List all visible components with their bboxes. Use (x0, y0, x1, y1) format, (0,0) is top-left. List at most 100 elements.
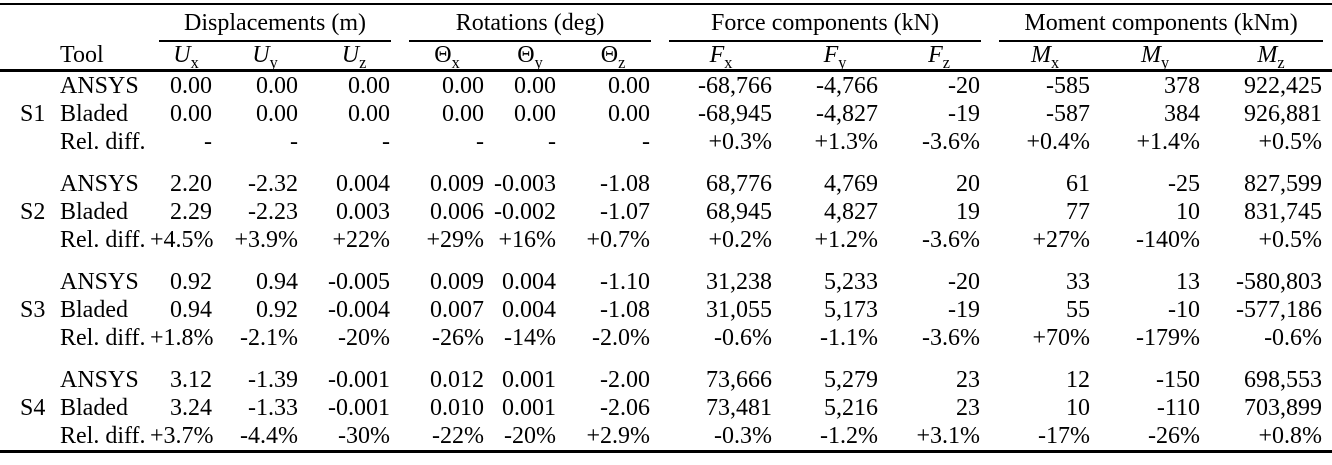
col-header-u-x: Ux (150, 42, 222, 72)
value-cell: -68,766 (698, 73, 773, 99)
symbol-subscript: z (942, 52, 950, 72)
tool-cell: ANSYS (60, 171, 139, 197)
group-header-cell-force-components: Force components (kN) (660, 4, 990, 42)
value-cell: +70% (1032, 325, 1091, 351)
value-cell: 23 (956, 395, 981, 421)
symbol-base: Θ (517, 42, 535, 68)
value-cell: +0.2% (708, 227, 773, 253)
value-cell: 3.12 (170, 367, 212, 393)
value-cell: +0.5% (1258, 129, 1323, 155)
value-cell: -2.0% (592, 325, 651, 351)
symbol-subscript: x (724, 52, 733, 72)
value-cell: 0.00 (608, 73, 651, 99)
value-cell: -3.6% (922, 227, 981, 253)
value-cell: 0.00 (170, 101, 212, 127)
value-cell: 31,055 (706, 297, 773, 323)
symbol-base: U (252, 42, 270, 68)
col-header-theta-y: Θy (494, 42, 567, 72)
value-cell: 0.92 (256, 297, 298, 323)
value-cell: 33 (1066, 269, 1091, 295)
group-header-label: Displacements (m) (184, 10, 366, 36)
value-cell: 68,776 (706, 171, 773, 197)
symbol-subscript: y (534, 52, 543, 72)
symbol-base: F (928, 42, 943, 68)
value-cell: 831,745 (1244, 199, 1323, 225)
value-cell: 0.00 (256, 73, 298, 99)
value-cell: 4,827 (824, 199, 879, 225)
tool-cell: Rel. diff. (60, 227, 146, 253)
value-cell: 77 (1066, 199, 1091, 225)
section-label-empty (0, 170, 50, 198)
table-body: ANSYS 0.00 0.00 0.00 0.00 0.00 0.00 -68,766 -4,7… (0, 71, 1332, 452)
value-cell: 926,881 (1244, 101, 1323, 127)
table-container: Displacements (m) Rotations (deg) Force co… (0, 3, 1332, 453)
value-cell: +0.7% (586, 227, 651, 253)
col-header-theta-x: Θx (400, 42, 495, 72)
row-s3-ansys: ANSYS 0.92 0.94 -0.005 0.009 0.004 -1.10 31,238… (0, 268, 1332, 296)
value-cell: 5,173 (824, 297, 879, 323)
value-cell: -0.005 (328, 269, 391, 295)
value-cell: +0.8% (1258, 423, 1323, 449)
value-cell: 5,216 (824, 395, 879, 421)
value-cell: -1.2% (820, 423, 879, 449)
value-cell: +27% (1032, 227, 1091, 253)
value-cell: 0.009 (430, 269, 485, 295)
tool-cell: ANSYS (60, 269, 139, 295)
value-cell: +1.8% (150, 325, 214, 351)
symbol-base: M (1140, 42, 1161, 68)
row-s4-ansys: ANSYS 3.12 -1.39 -0.001 0.012 0.001 -2.00 73,66… (0, 366, 1332, 394)
value-cell: 0.94 (170, 297, 212, 323)
value-cell: +1.2% (814, 227, 879, 253)
value-cell: -0.003 (494, 171, 557, 197)
value-cell: 19 (956, 199, 981, 225)
row-s1-rel-diff: Rel. diff. - - - - - - +0.3% +1.3% -3.6% +0.4% +1.4… (0, 128, 1332, 156)
symbol-base: Θ (434, 42, 452, 68)
spacer-cell (0, 156, 1332, 170)
value-cell: 0.00 (348, 101, 391, 127)
value-cell: 73,481 (706, 395, 773, 421)
tool-cell: Bladed (60, 199, 128, 225)
symbol-subscript: y (838, 52, 847, 72)
value-cell: 0.012 (430, 367, 485, 393)
symbol-base: F (823, 42, 839, 68)
value-cell: 5,279 (824, 367, 879, 393)
value-cell: +16% (498, 227, 557, 253)
col-header-theta-z: Θz (566, 42, 661, 72)
value-cell: 0.00 (514, 73, 557, 99)
symbol-base: U (341, 42, 360, 68)
symbol-subscript: y (269, 52, 278, 72)
value-cell: -140% (1136, 227, 1201, 253)
value-cell: 31,238 (706, 269, 773, 295)
group-header-row: Displacements (m) Rotations (deg) Force co… (0, 4, 1332, 42)
value-cell: 0.001 (502, 395, 557, 421)
value-cell: 2.20 (170, 171, 212, 197)
value-cell: 61 (1066, 171, 1091, 197)
value-cell: +3.9% (234, 227, 298, 253)
value-cell: -26% (432, 325, 485, 351)
section-label: S4 (20, 395, 46, 421)
section-spacer (0, 156, 1332, 170)
section-label: S1 (20, 101, 46, 127)
value-cell: 10 (1176, 199, 1201, 225)
tool-cell: Bladed (60, 297, 128, 323)
symbol-subscript: x (190, 52, 199, 72)
value-cell: -150 (1156, 367, 1201, 393)
value-cell: +0.5% (1258, 227, 1323, 253)
value-cell: -1.07 (600, 199, 651, 225)
value-cell: - (548, 129, 557, 155)
symbol-subscript: z (359, 52, 367, 72)
value-cell: 0.003 (336, 199, 391, 225)
value-cell: 5,233 (824, 269, 879, 295)
value-cell: -1.08 (600, 297, 651, 323)
value-cell: - (290, 129, 298, 155)
value-cell: - (204, 129, 212, 155)
value-cell: 0.004 (502, 297, 557, 323)
row-s4-rel-diff: Rel. diff. +3.7% -4.4% -30% -22% -20% +2.9% -0.… (0, 422, 1332, 452)
col-header-m-x: Mx (990, 42, 1101, 72)
value-cell: 68,945 (706, 199, 773, 225)
value-cell: -4,827 (816, 101, 879, 127)
value-cell: +4.5% (150, 227, 214, 253)
value-cell: 0.001 (502, 367, 557, 393)
value-cell: -0.001 (328, 395, 391, 421)
row-s2-rel-diff: Rel. diff. +4.5% +3.9% +22% +29% +16% +0.7% +0.… (0, 226, 1332, 254)
